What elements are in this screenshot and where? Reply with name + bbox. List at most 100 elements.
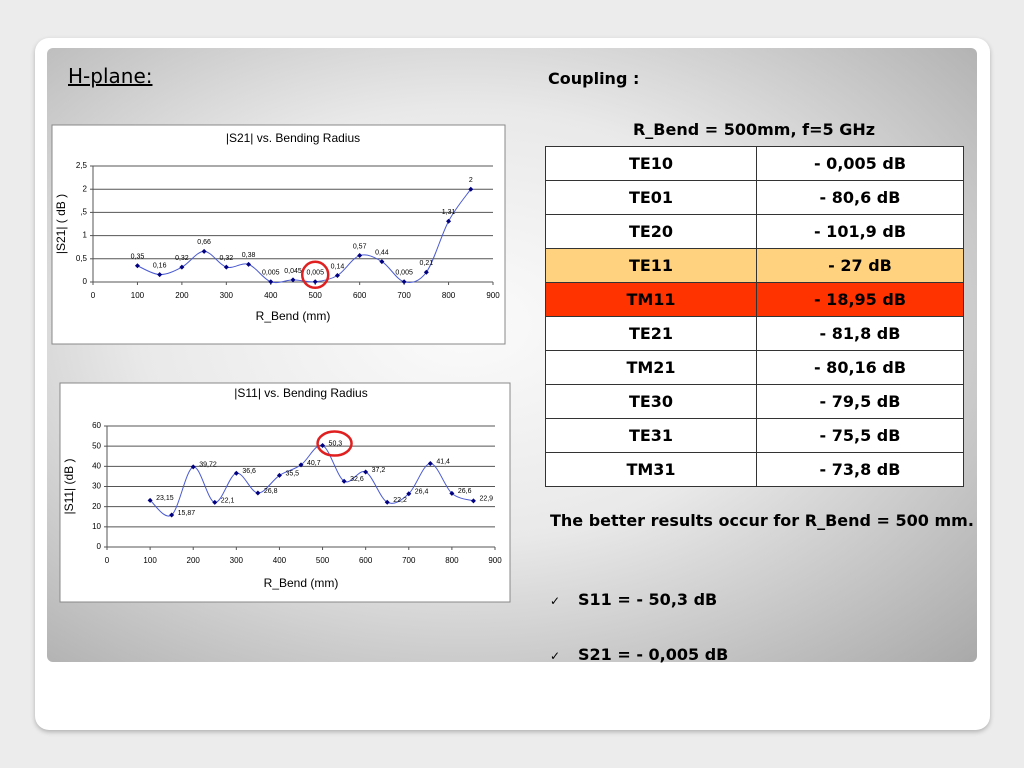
- x-tick-label: 0: [105, 556, 110, 565]
- data-label: 26,8: [264, 488, 278, 495]
- x-tick-label: 600: [353, 291, 367, 300]
- y-tick-label: 0: [97, 542, 102, 551]
- data-point: [406, 491, 412, 497]
- data-label: 0,14: [331, 263, 345, 270]
- chart-title: |S21| vs. Bending Radius: [226, 131, 360, 145]
- y-tick-label: 2,5: [76, 161, 88, 170]
- data-point: [298, 462, 304, 468]
- table-row: TE21- 81,8 dB: [545, 316, 964, 351]
- highlight-circle: [316, 430, 353, 457]
- y-tick-label: 30: [92, 482, 101, 491]
- table-row: TM31- 73,8 dB: [545, 452, 964, 487]
- table-row: TM11- 18,95 dB: [545, 282, 964, 317]
- conclusion-text: The better results occur for R_Bend = 50…: [550, 511, 974, 530]
- chart-frame: [51, 124, 506, 345]
- data-label: 0,32: [220, 255, 234, 262]
- coupling-value: - 80,6 dB: [756, 180, 964, 215]
- x-tick-label: 700: [397, 291, 411, 300]
- data-label: 26,4: [415, 489, 429, 496]
- data-label: 1,31: [442, 209, 456, 216]
- x-tick-label: 0: [91, 291, 96, 300]
- check-text: S21 = - 0,005 dB: [578, 645, 729, 664]
- coupling-value: - 18,95 dB: [756, 282, 964, 317]
- x-tick-label: 800: [445, 556, 459, 565]
- data-point: [427, 461, 433, 467]
- data-point: [401, 279, 407, 285]
- x-tick-label: 300: [230, 556, 244, 565]
- data-label: 0,38: [242, 252, 256, 259]
- x-tick-label: 900: [486, 291, 500, 300]
- data-point: [357, 253, 363, 259]
- y-tick-label: 60: [92, 421, 101, 430]
- data-point: [147, 497, 153, 503]
- data-label: 23,15: [156, 495, 174, 502]
- coupling-value: - 101,9 dB: [756, 214, 964, 249]
- mode-name: TE30: [545, 384, 757, 419]
- x-tick-label: 300: [220, 291, 234, 300]
- x-tick-label: 800: [442, 291, 456, 300]
- data-label: 0,005: [306, 270, 324, 277]
- y-tick-label: 0: [83, 277, 88, 286]
- data-label: 22,1: [221, 497, 235, 504]
- mode-name: TE10: [545, 146, 757, 181]
- data-label: 22,2: [393, 497, 407, 504]
- check-icon: ✓: [550, 594, 561, 608]
- mode-name: TM31: [545, 452, 757, 487]
- x-tick-label: 900: [488, 556, 502, 565]
- data-point: [212, 499, 218, 505]
- highlight-circle: [300, 260, 330, 290]
- data-point: [384, 499, 390, 505]
- data-point: [233, 470, 239, 476]
- y-axis-label: |S11| (dB ): [62, 458, 76, 514]
- coupling-value: - 80,16 dB: [756, 350, 964, 385]
- data-label: 32,6: [350, 476, 364, 483]
- data-label: 35,5: [285, 470, 299, 477]
- x-tick-label: 700: [402, 556, 416, 565]
- check-item: ✓ S11 = - 50,3 dB: [550, 590, 717, 609]
- x-tick-label: 400: [273, 556, 287, 565]
- data-point: [334, 273, 340, 279]
- data-point: [446, 218, 452, 224]
- data-point: [157, 272, 163, 278]
- y-tick-label: ,5: [80, 208, 87, 217]
- coupling-title: Coupling :: [548, 69, 640, 88]
- mode-name: TM11: [545, 282, 757, 317]
- coupling-value: - 27 dB: [756, 248, 964, 283]
- x-tick-label: 500: [309, 291, 323, 300]
- data-label: 0,005: [395, 270, 413, 277]
- table-row: TE11- 27 dB: [545, 248, 964, 283]
- data-point: [276, 472, 282, 478]
- data-label: 37,2: [372, 467, 386, 474]
- coupling-subtitle: R_Bend = 500mm, f=5 GHz: [632, 120, 876, 139]
- coupling-value: - 73,8 dB: [756, 452, 964, 487]
- heading: H-plane:: [68, 64, 153, 88]
- data-line: [149, 444, 474, 517]
- data-point: [320, 443, 326, 449]
- data-point: [363, 469, 369, 475]
- data-point: [246, 261, 252, 267]
- x-tick-label: 100: [143, 556, 157, 565]
- table-row: TE10- 0,005 dB: [545, 146, 964, 181]
- x-axis-label: R_Bend (mm): [256, 309, 331, 323]
- y-axis-label: |S21| ( dB ): [54, 194, 68, 254]
- check-icon: ✓: [550, 649, 561, 663]
- data-point: [134, 263, 140, 269]
- table-row: TE20- 101,9 dB: [545, 214, 964, 249]
- mode-name: TE21: [545, 316, 757, 351]
- chart-frame: [59, 382, 511, 603]
- y-tick-label: 50: [92, 441, 101, 450]
- data-point: [341, 478, 347, 484]
- table-row: TE30- 79,5 dB: [545, 384, 964, 419]
- data-point: [190, 464, 196, 470]
- x-tick-label: 400: [264, 291, 278, 300]
- data-point: [312, 279, 318, 285]
- y-tick-label: 1: [83, 231, 88, 240]
- data-point: [468, 186, 474, 192]
- x-tick-label: 500: [316, 556, 330, 565]
- x-tick-label: 200: [187, 556, 201, 565]
- mode-name: TE01: [545, 180, 757, 215]
- data-point: [268, 279, 274, 285]
- data-label: 50,3: [329, 440, 343, 447]
- data-point: [169, 512, 175, 518]
